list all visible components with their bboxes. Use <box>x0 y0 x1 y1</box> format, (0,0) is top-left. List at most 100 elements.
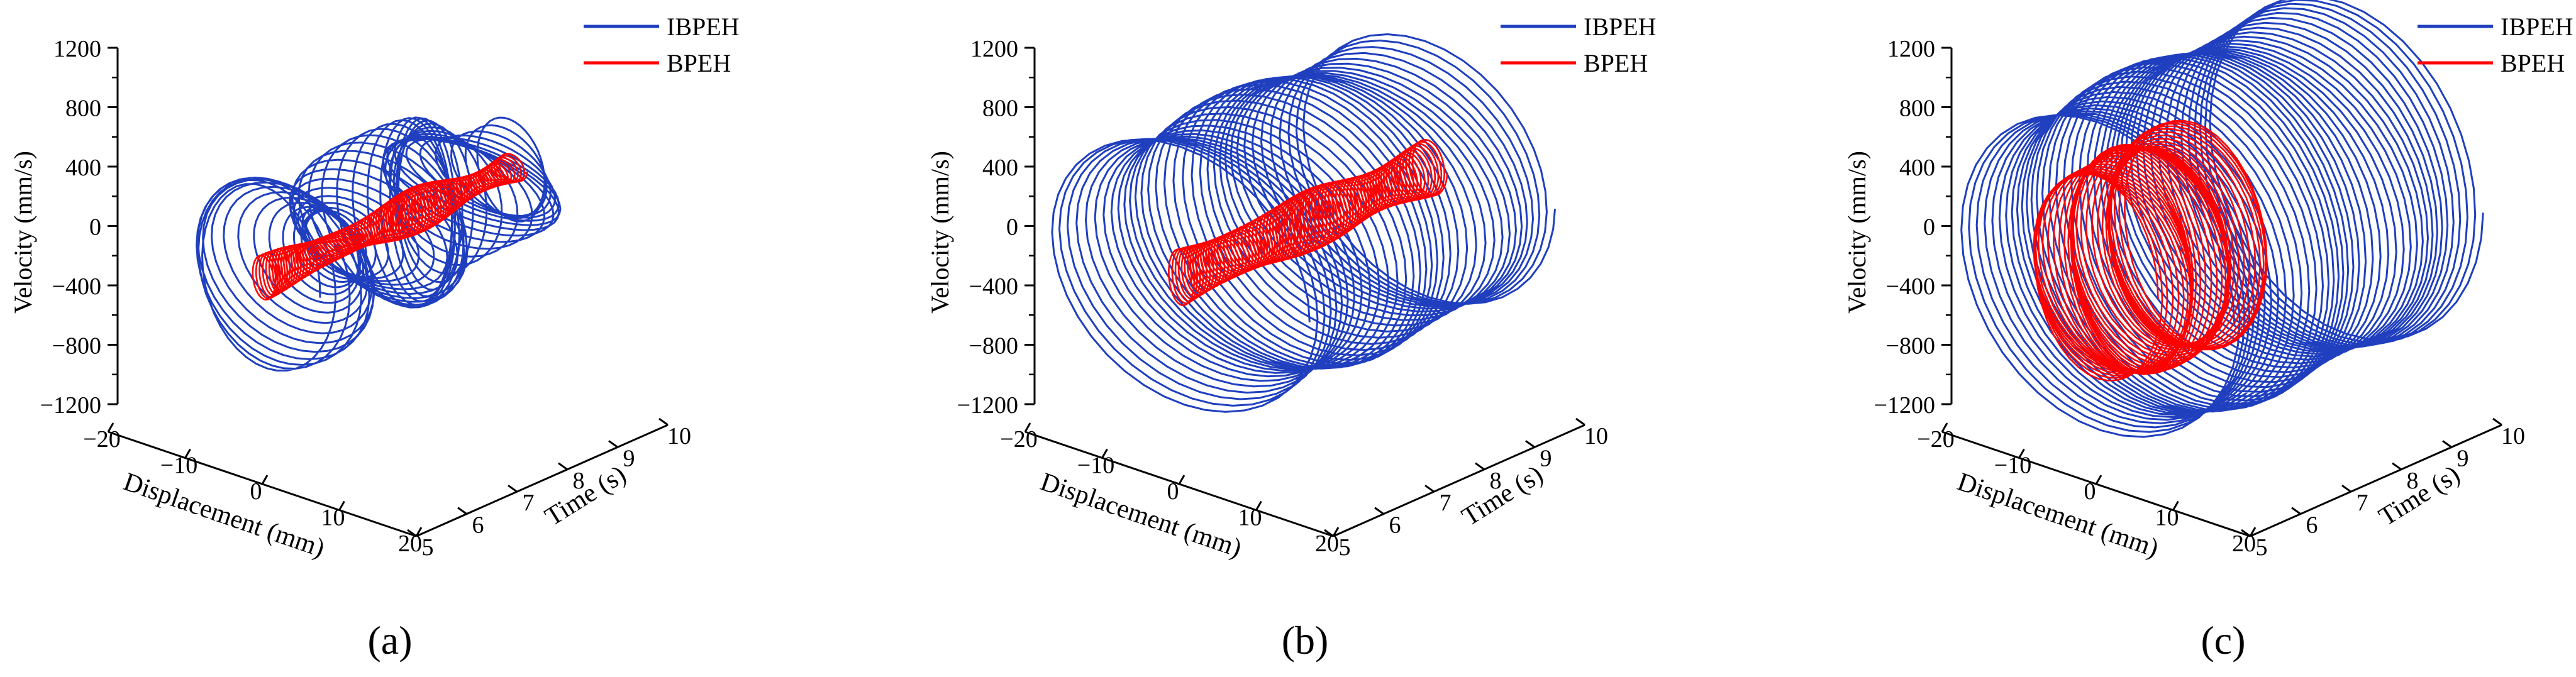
legend-label-ibpeh: IBPEH <box>667 13 740 41</box>
z-tick-label: 1200 <box>1887 36 1935 62</box>
legend-label-bpeh: BPEH <box>2501 49 2565 77</box>
z-tick-label: −800 <box>1886 333 1935 360</box>
z-tick-label: 0 <box>1006 214 1018 241</box>
y-tick <box>1424 484 1435 493</box>
z-tick-label: 400 <box>982 155 1018 181</box>
x-tick-label: 0 <box>250 478 262 505</box>
x-tick <box>2172 500 2179 511</box>
z-tick-label: −1200 <box>40 392 101 419</box>
y-tick-label: 10 <box>667 423 691 449</box>
y-tick-label: 9 <box>1540 445 1552 471</box>
x-tick-label: 20 <box>1315 531 1339 557</box>
y-axis-title: Time (s) <box>1457 460 1548 532</box>
z-tick-label: −800 <box>969 333 1018 360</box>
series-line-bpeh <box>2033 119 2268 382</box>
y-tick <box>2442 440 2452 448</box>
x-tick-label: −20 <box>1000 426 1037 453</box>
panel-a: −1200 −800 −400 0 400 800 1200 −20 −10 0 10 20 5 6 7 8 9… <box>9 13 740 563</box>
x-tick <box>184 448 191 459</box>
x-tick-label: 20 <box>398 531 422 557</box>
z-tick-label: 400 <box>1899 155 1935 181</box>
y-tick-label: 5 <box>1339 534 1351 561</box>
x-tick-label: −10 <box>160 453 197 479</box>
axes <box>1941 47 2502 537</box>
x-tick <box>2095 475 2102 485</box>
x-tick <box>2018 448 2025 459</box>
x-axis-title: Displacement (mm) <box>1036 467 1245 563</box>
y-tick <box>2291 507 2301 515</box>
y-tick-label: 7 <box>2357 490 2368 516</box>
y-tick <box>457 507 467 515</box>
z-tick-label: 800 <box>982 96 1018 122</box>
x-tick-label: −20 <box>1917 426 1954 453</box>
series-line-ibpeh <box>196 116 562 372</box>
x-tick-label: −10 <box>1077 453 1114 479</box>
y-tick-label: 9 <box>2457 445 2469 471</box>
x-tick-label: 0 <box>1167 478 1179 505</box>
x-tick-label: −10 <box>1994 453 2031 479</box>
axes <box>1024 47 1585 537</box>
z-tick-label: −800 <box>52 333 101 360</box>
x-tick <box>1941 422 1948 432</box>
y-axis-title: Time (s) <box>540 460 631 532</box>
legend: IBPEH BPEH <box>1501 13 1657 77</box>
y-tick-label: 8 <box>573 468 585 494</box>
z-tick-label: 0 <box>1923 214 1935 241</box>
y-tick-label: 5 <box>2256 534 2268 561</box>
x-tick-label: 0 <box>2084 478 2096 505</box>
plot-area <box>196 116 562 372</box>
y-tick <box>1525 440 1535 448</box>
x-tick-label: −20 <box>83 426 120 453</box>
z-tick-label: 800 <box>65 96 101 122</box>
y-tick <box>2492 417 2502 426</box>
y-tick-label: 10 <box>2501 423 2525 449</box>
y-tick-label: 8 <box>2407 468 2419 494</box>
legend-label-bpeh: BPEH <box>1584 49 1648 77</box>
z-tick-label: −400 <box>969 273 1018 300</box>
x-tick <box>1332 527 1340 537</box>
x-axis-title: Displacement (mm) <box>119 467 328 563</box>
y-tick <box>508 484 518 493</box>
x-tick <box>2249 527 2257 537</box>
y-tick <box>1324 529 1334 537</box>
plot-area <box>1960 0 2484 438</box>
y-tick <box>558 462 568 471</box>
y-tick <box>2341 484 2351 493</box>
legend-label-ibpeh: IBPEH <box>2501 13 2573 41</box>
z-tick-label: 1200 <box>53 36 101 62</box>
y-tick-label: 5 <box>422 534 434 561</box>
series-line-bpeh <box>252 153 528 300</box>
z-tick-label: 400 <box>65 155 101 181</box>
z-tick-label: 800 <box>1899 96 1935 122</box>
y-tick-label: 10 <box>1584 423 1608 449</box>
series-line-ibpeh <box>1960 0 2484 438</box>
z-axis-title: Velocity (mm/s) <box>9 151 37 314</box>
z-tick-label: −400 <box>52 273 101 300</box>
panel-caption-a: (a) <box>367 618 412 663</box>
y-tick <box>1575 417 1585 426</box>
z-tick-label: −1200 <box>1874 392 1935 419</box>
tick-labels: −1200 −800 −400 0 400 800 1200 −20 −10 0 10 20 5 6 7 8 9… <box>40 36 691 561</box>
y-tick-label: 6 <box>1389 512 1401 539</box>
y-tick <box>1374 507 1384 515</box>
tick-labels: −1200 −800 −400 0 400 800 1200 −20 −10 0 10 20 5 6 7 8 9… <box>957 36 1608 561</box>
y-tick-label: 7 <box>523 490 535 516</box>
y-tick-label: 7 <box>1440 490 1452 516</box>
x-tick <box>107 422 114 432</box>
panel-c: −1200 −800 −400 0 400 800 1200 −20 −10 0 10 20 5 6 7 8 9… <box>1843 0 2573 563</box>
x-tick-label: 20 <box>2232 531 2256 557</box>
x-axis-title: Displacement (mm) <box>1953 467 2162 563</box>
z-axis-title: Velocity (mm/s) <box>926 151 954 314</box>
panel-caption-b: (b) <box>1282 618 1329 663</box>
x-tick-label: 10 <box>1238 505 1262 531</box>
y-axis-line <box>1333 424 1585 537</box>
legend: IBPEH BPEH <box>2418 13 2573 77</box>
y-tick-label: 6 <box>472 512 484 539</box>
y-tick <box>2241 529 2251 537</box>
x-tick <box>1024 422 1031 432</box>
y-tick <box>2392 462 2402 471</box>
z-tick-label: −1200 <box>957 392 1018 419</box>
x-tick <box>415 527 423 537</box>
x-tick <box>1101 448 1108 459</box>
